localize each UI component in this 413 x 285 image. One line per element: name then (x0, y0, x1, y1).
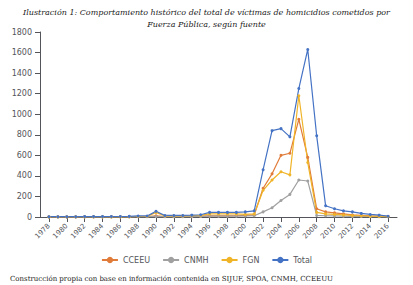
svg-text:1000: 1000 (12, 110, 32, 119)
svg-text:2016: 2016 (373, 222, 391, 240)
svg-text:1984: 1984 (87, 222, 106, 241)
svg-text:200: 200 (17, 192, 32, 201)
svg-text:CNMH: CNMH (184, 256, 209, 265)
svg-text:1800: 1800 (12, 28, 32, 37)
svg-text:1998: 1998 (212, 222, 230, 240)
svg-text:1990: 1990 (141, 222, 159, 240)
svg-text:2000: 2000 (230, 222, 248, 240)
svg-text:Construcción propia con base e: Construcción propia con base en informac… (10, 275, 333, 283)
svg-text:1992: 1992 (158, 222, 176, 240)
svg-text:CCEEU: CCEEU (123, 256, 150, 265)
svg-text:1400: 1400 (12, 69, 32, 78)
svg-text:1988: 1988 (123, 222, 141, 240)
svg-text:2014: 2014 (355, 222, 374, 241)
svg-text:FGN: FGN (243, 256, 260, 265)
svg-text:1996: 1996 (194, 222, 212, 240)
svg-text:1980: 1980 (51, 222, 69, 240)
svg-text:600: 600 (17, 151, 32, 160)
svg-text:2006: 2006 (283, 222, 301, 240)
svg-text:1600: 1600 (12, 48, 32, 57)
svg-text:Ilustración 1: Comportamiento: Ilustración 1: Comportamiento histórico … (22, 8, 391, 17)
svg-text:1986: 1986 (105, 222, 123, 240)
svg-text:2012: 2012 (337, 222, 355, 240)
svg-text:1978: 1978 (34, 222, 52, 240)
svg-text:1982: 1982 (69, 222, 87, 240)
svg-text:2010: 2010 (319, 222, 337, 240)
svg-text:2004: 2004 (266, 222, 285, 241)
svg-text:Fuerza Pública, según fuente: Fuerza Pública, según fuente (146, 20, 266, 29)
svg-text:Total: Total (292, 256, 312, 265)
svg-text:0: 0 (27, 213, 32, 222)
svg-text:1994: 1994 (176, 222, 195, 241)
svg-text:800: 800 (17, 130, 32, 139)
svg-text:2008: 2008 (301, 222, 319, 240)
svg-text:1200: 1200 (12, 89, 32, 98)
svg-text:400: 400 (17, 171, 32, 180)
svg-text:2002: 2002 (248, 222, 266, 240)
